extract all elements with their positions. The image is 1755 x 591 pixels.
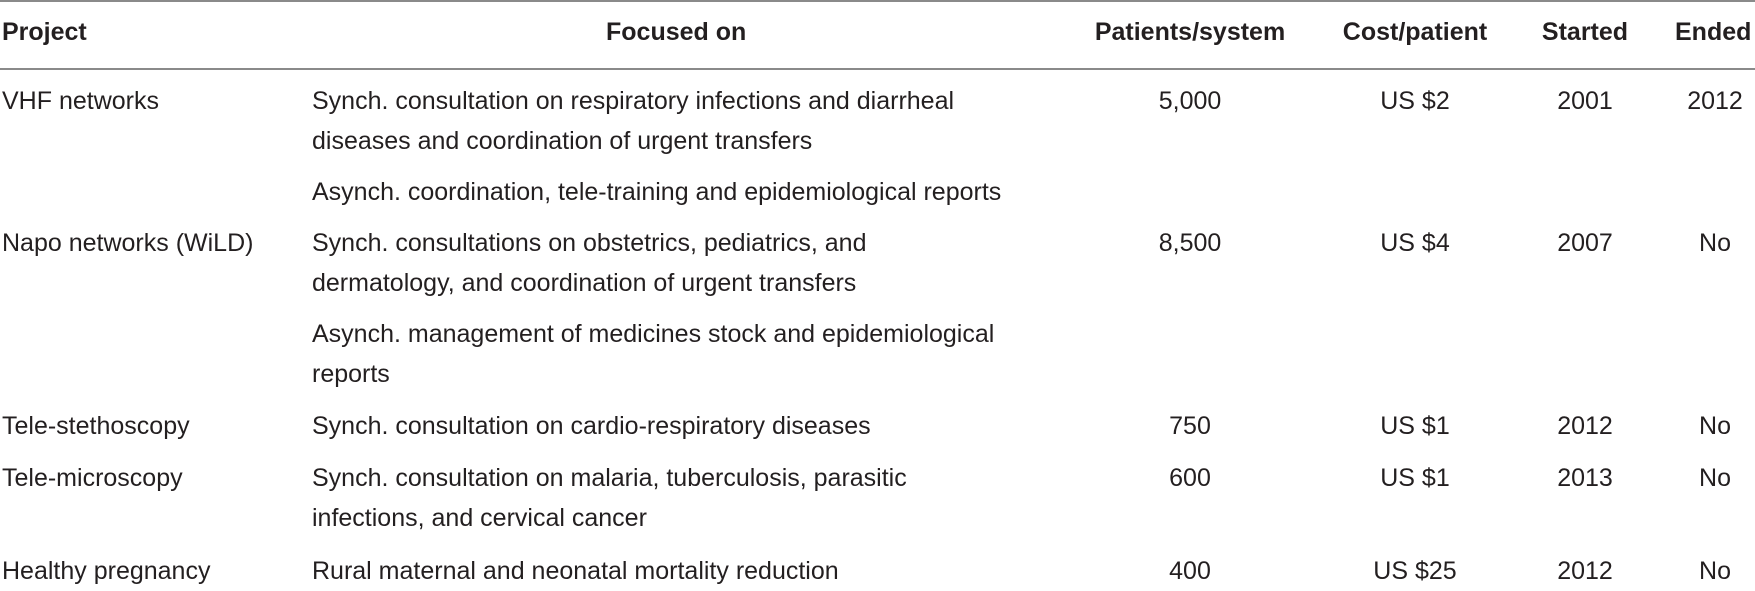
row-3-ended: No — [1699, 412, 1731, 440]
table-top-rule — [0, 0, 1755, 2]
row-4-focus-line-2: infections, and cervical cancer — [312, 504, 647, 532]
row-5-patients: 400 — [1169, 557, 1211, 585]
header-cost-patient: Cost/patient — [1342, 18, 1488, 46]
row-3-cost: US $1 — [1380, 412, 1450, 440]
row-4-project: Tele-microscopy — [2, 464, 183, 492]
row-5-ended: No — [1699, 557, 1731, 585]
header-ended: Ended — [1675, 18, 1752, 46]
row-1-focus-line-2: diseases and coordination of urgent tran… — [312, 127, 813, 155]
row-4-focus-line-1: Synch. consultation on malaria, tubercul… — [312, 464, 907, 492]
row-1-started: 2001 — [1557, 87, 1613, 115]
row-4-ended: No — [1699, 464, 1731, 492]
row-4-patients: 600 — [1169, 464, 1211, 492]
header-focused-on: Focused on — [606, 18, 747, 46]
row-3-project: Tele-stethoscopy — [2, 412, 190, 440]
row-3-started: 2012 — [1557, 412, 1613, 440]
row-1-patients: 5,000 — [1158, 87, 1222, 115]
header-project: Project — [2, 18, 87, 46]
row-3-focus-line-1: Synch. consultation on cardio-respirator… — [312, 412, 871, 440]
row-2-focus-line-3: Asynch. management of medicines stock an… — [312, 320, 995, 348]
row-5-focus-line-1: Rural maternal and neonatal mortality re… — [312, 557, 839, 585]
row-5-started: 2012 — [1557, 557, 1613, 585]
row-1-cost: US $2 — [1380, 87, 1450, 115]
row-1-project: VHF networks — [2, 87, 159, 115]
row-2-focus-line-4: reports — [312, 360, 390, 388]
header-rule — [0, 68, 1755, 70]
row-5-cost: US $25 — [1373, 557, 1457, 585]
row-2-started: 2007 — [1557, 229, 1613, 257]
row-1-focus-line-1: Synch. consultation on respiratory infec… — [312, 87, 955, 115]
header-patients-system: Patients/system — [1094, 18, 1286, 46]
row-1-ended: 2012 — [1687, 87, 1743, 115]
row-2-focus-line-2: dermatology, and coordination of urgent … — [312, 269, 857, 297]
header-started: Started — [1541, 18, 1629, 46]
row-3-patients: 750 — [1169, 412, 1211, 440]
row-2-cost: US $4 — [1380, 229, 1450, 257]
row-1-focus-line-3: Asynch. coordination, tele-training and … — [312, 178, 1002, 206]
row-4-started: 2013 — [1557, 464, 1613, 492]
row-2-patients: 8,500 — [1158, 229, 1222, 257]
row-4-cost: US $1 — [1380, 464, 1450, 492]
row-5-project: Healthy pregnancy — [2, 557, 211, 585]
row-2-focus-line-1: Synch. consultations on obstetrics, pedi… — [312, 229, 867, 257]
row-2-project: Napo networks (WiLD) — [2, 229, 254, 257]
row-2-ended: No — [1699, 229, 1731, 257]
